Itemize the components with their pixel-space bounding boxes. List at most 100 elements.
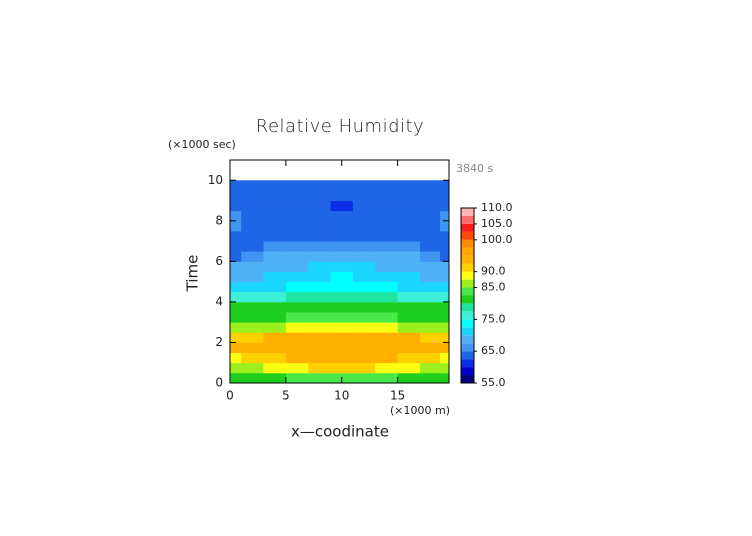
- contour-cell: [375, 342, 399, 353]
- contour-cell: [263, 301, 287, 313]
- colorbar-swatch: [461, 375, 474, 383]
- contour-cell: [263, 352, 287, 364]
- contour-cell: [263, 372, 287, 384]
- contour-cell: [330, 322, 354, 333]
- contour-cell: [375, 372, 399, 384]
- contour-cell: [419, 251, 441, 262]
- contour-cell: [352, 230, 376, 242]
- contour-cell: [330, 291, 354, 303]
- contour-cell: [285, 230, 309, 242]
- contour-cell: [397, 190, 421, 201]
- contour-cell: [285, 291, 309, 303]
- contour-cell: [352, 220, 376, 232]
- colorbar-swatch: [461, 247, 474, 256]
- contour-cell: [241, 251, 264, 262]
- contour-cell: [285, 241, 309, 252]
- contour-cell: [241, 200, 264, 212]
- contour-cell: [263, 241, 287, 252]
- contour-cell: [230, 342, 242, 353]
- x-tick-label: 10: [334, 389, 349, 403]
- contour-cell: [375, 281, 399, 293]
- contour-cell: [419, 210, 441, 222]
- contour-cell: [230, 210, 242, 222]
- contour-cell: [230, 190, 242, 201]
- contour-cell: [375, 352, 399, 364]
- contour-cell: [263, 190, 287, 201]
- y-tick-label: 10: [208, 173, 223, 187]
- contour-cell: [330, 200, 354, 212]
- contour-cell: [230, 281, 242, 293]
- contour-cell: [230, 261, 242, 272]
- contour-cell: [397, 210, 421, 222]
- contour-cell: [285, 352, 309, 364]
- contour-cell: [330, 271, 354, 283]
- contour-cell: [330, 210, 354, 222]
- contour-cell: [397, 180, 421, 191]
- contour-cell: [285, 261, 309, 272]
- contour-cell: [397, 342, 421, 353]
- contour-cell: [440, 281, 450, 293]
- contour-cell: [419, 372, 441, 384]
- contour-cell: [419, 190, 441, 201]
- contour-cell: [352, 352, 376, 364]
- contour-cell: [419, 332, 441, 343]
- contour-cell: [285, 271, 309, 283]
- contour-cell: [419, 281, 441, 293]
- contour-cell: [440, 200, 450, 212]
- contour-cell: [419, 261, 441, 272]
- contour-cell: [241, 241, 264, 252]
- contour-cell: [285, 362, 309, 374]
- contour-cell: [285, 372, 309, 384]
- colorbar-swatch: [461, 223, 474, 232]
- contour-cell: [330, 230, 354, 242]
- contour-cell: [308, 241, 331, 252]
- colorbar-swatch: [461, 351, 474, 360]
- contour-cell: [375, 312, 399, 323]
- contour-cell: [285, 210, 309, 222]
- contour-cell: [330, 342, 354, 353]
- contour-cell: [241, 322, 264, 333]
- contour-cell: [330, 301, 354, 313]
- contour-cell: [308, 352, 331, 364]
- contour-cell: [440, 190, 450, 201]
- contour-cell: [308, 281, 331, 293]
- contour-cell: [440, 372, 450, 384]
- y-axis-label: Time: [184, 255, 202, 293]
- contour-cell: [263, 281, 287, 293]
- colorbar-swatch: [461, 287, 474, 296]
- contour-cell: [440, 180, 450, 191]
- contour-cell: [230, 291, 242, 303]
- contour-cell: [352, 281, 376, 293]
- contour-cell: [230, 301, 242, 313]
- contour-cell: [440, 210, 450, 222]
- contour-cell: [375, 261, 399, 272]
- contour-cell: [230, 332, 242, 343]
- x-tick-label: 0: [226, 389, 234, 403]
- contour-cell: [308, 220, 331, 232]
- contour-cell: [352, 291, 376, 303]
- contour-cell: [263, 261, 287, 272]
- y-tick-label: 4: [215, 294, 223, 308]
- contour-cell: [263, 362, 287, 374]
- contour-cell: [397, 271, 421, 283]
- contour-cell: [230, 372, 242, 384]
- contour-cell: [440, 322, 450, 333]
- contour-cell: [397, 281, 421, 293]
- contour-cell: [330, 220, 354, 232]
- contour-cell: [397, 241, 421, 252]
- plot-frame: [229, 159, 450, 384]
- colorbar-tick-label: 65.0: [481, 344, 506, 357]
- contour-cell: [440, 362, 450, 374]
- colorbar-swatch: [461, 279, 474, 288]
- contour-cell: [397, 291, 421, 303]
- contour-cell: [440, 220, 450, 232]
- contour-cell: [308, 291, 331, 303]
- contour-cell: [397, 352, 421, 364]
- contour-cell: [375, 241, 399, 252]
- contour-cell: [285, 342, 309, 353]
- contour-cell: [263, 342, 287, 353]
- y-tick-label: 6: [215, 254, 223, 268]
- contour-cell: [308, 332, 331, 343]
- contour-cell: [241, 301, 264, 313]
- contour-cell: [352, 241, 376, 252]
